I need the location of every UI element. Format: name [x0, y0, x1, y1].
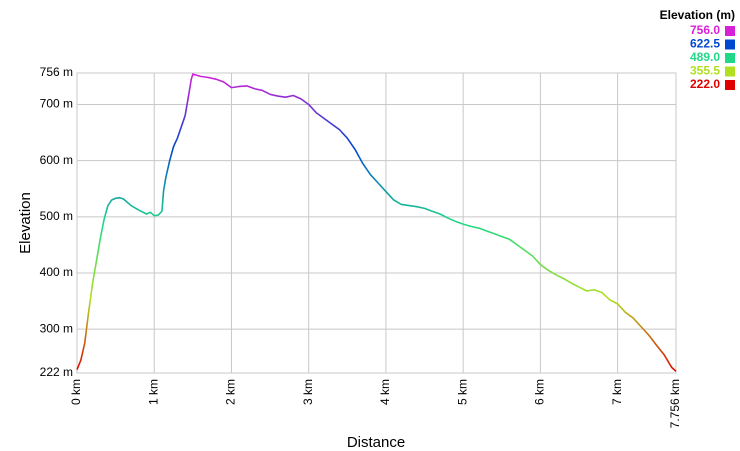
- y-tick-label: 500 m: [40, 209, 73, 223]
- legend-swatch: [725, 39, 735, 50]
- x-tick-label: 3 km: [301, 379, 315, 405]
- y-tick-label: 700 m: [40, 97, 73, 111]
- y-tick-label: 222 m: [40, 365, 73, 379]
- x-tick-label: 7.756 km: [668, 379, 682, 428]
- legend-title: Elevation (m): [660, 8, 735, 22]
- y-tick-label: 756 m: [40, 65, 73, 79]
- plot-border: [76, 72, 677, 374]
- legend-label: 622.5: [690, 37, 720, 51]
- legend-swatch: [725, 26, 735, 36]
- x-tick-label: 5 km: [455, 379, 469, 405]
- legend-label: 756.0: [690, 23, 720, 37]
- x-tick-label: 4 km: [378, 379, 392, 405]
- x-tick-label: 0 km: [69, 379, 83, 405]
- y-axis-label: Elevation: [17, 192, 34, 254]
- legend-swatch: [725, 80, 735, 90]
- legend-label: 222.0: [690, 77, 720, 91]
- legend-swatch: [725, 53, 735, 63]
- y-tick-label: 400 m: [40, 265, 73, 279]
- x-tick-label: 1 km: [146, 379, 160, 405]
- x-tick-label: 7 km: [610, 379, 624, 405]
- elevation-line: [76, 73, 677, 372]
- legend-label: 489.0: [690, 50, 720, 64]
- legend-label: 355.5: [690, 64, 720, 78]
- y-tick-label: 600 m: [40, 153, 73, 167]
- x-axis-label: Distance: [347, 434, 405, 451]
- y-tick-label: 300 m: [40, 321, 73, 335]
- legend-swatch: [725, 66, 735, 77]
- x-tick-label: 6 km: [533, 379, 547, 405]
- x-tick-label: 2 km: [224, 379, 238, 405]
